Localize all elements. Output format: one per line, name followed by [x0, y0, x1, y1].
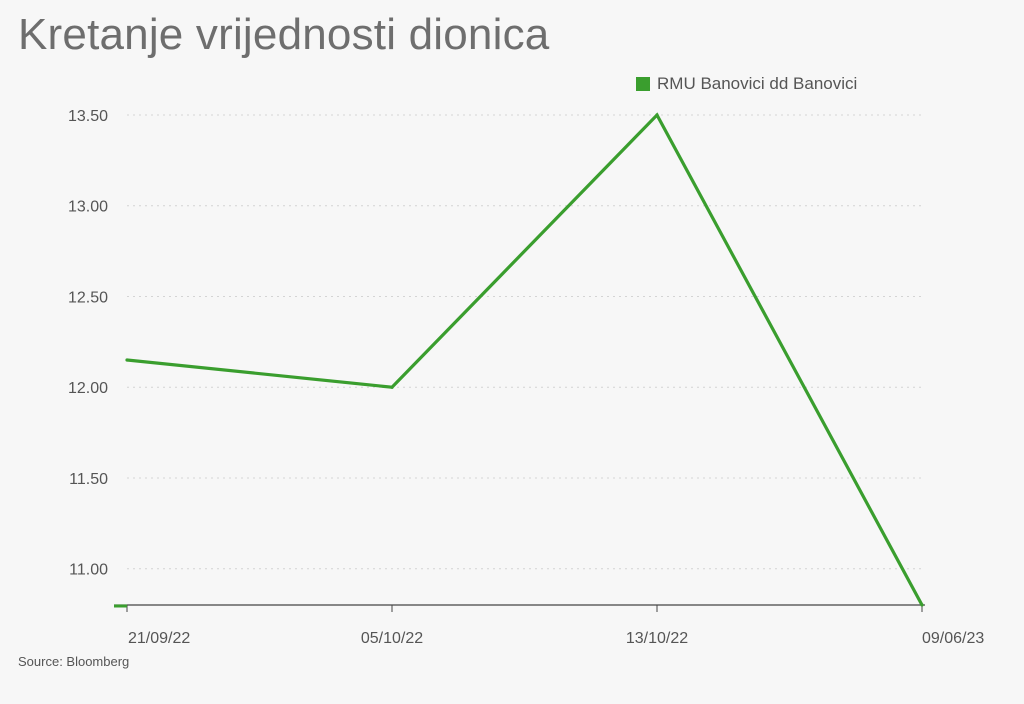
data-point	[390, 385, 394, 389]
y-tick-label: 13.50	[68, 108, 108, 125]
legend: RMU Banovici dd Banovici	[636, 74, 857, 94]
y-tick-label: 13.00	[68, 199, 108, 216]
series-line	[126, 112, 924, 606]
source-note: Source: Bloomberg	[18, 654, 130, 669]
y-tick-label: 11.00	[69, 562, 108, 579]
legend-label: RMU Banovici dd Banovici	[657, 74, 858, 93]
x-tick-label: 21/09/22	[128, 630, 190, 647]
x-tick-label: 13/10/22	[626, 630, 688, 647]
x-tick-label: 05/10/22	[361, 630, 423, 647]
data-point	[655, 113, 659, 117]
y-tick-label: 12.00	[68, 380, 108, 397]
y-tick-label: 11.50	[69, 471, 108, 488]
y-tick-label: 12.50	[68, 289, 108, 306]
chart-title: Kretanje vrijednosti dionica	[18, 10, 550, 59]
data-point	[920, 603, 924, 607]
legend-swatch	[636, 77, 650, 91]
data-point	[125, 358, 129, 362]
x-tick-label: 09/06/23	[922, 630, 984, 647]
